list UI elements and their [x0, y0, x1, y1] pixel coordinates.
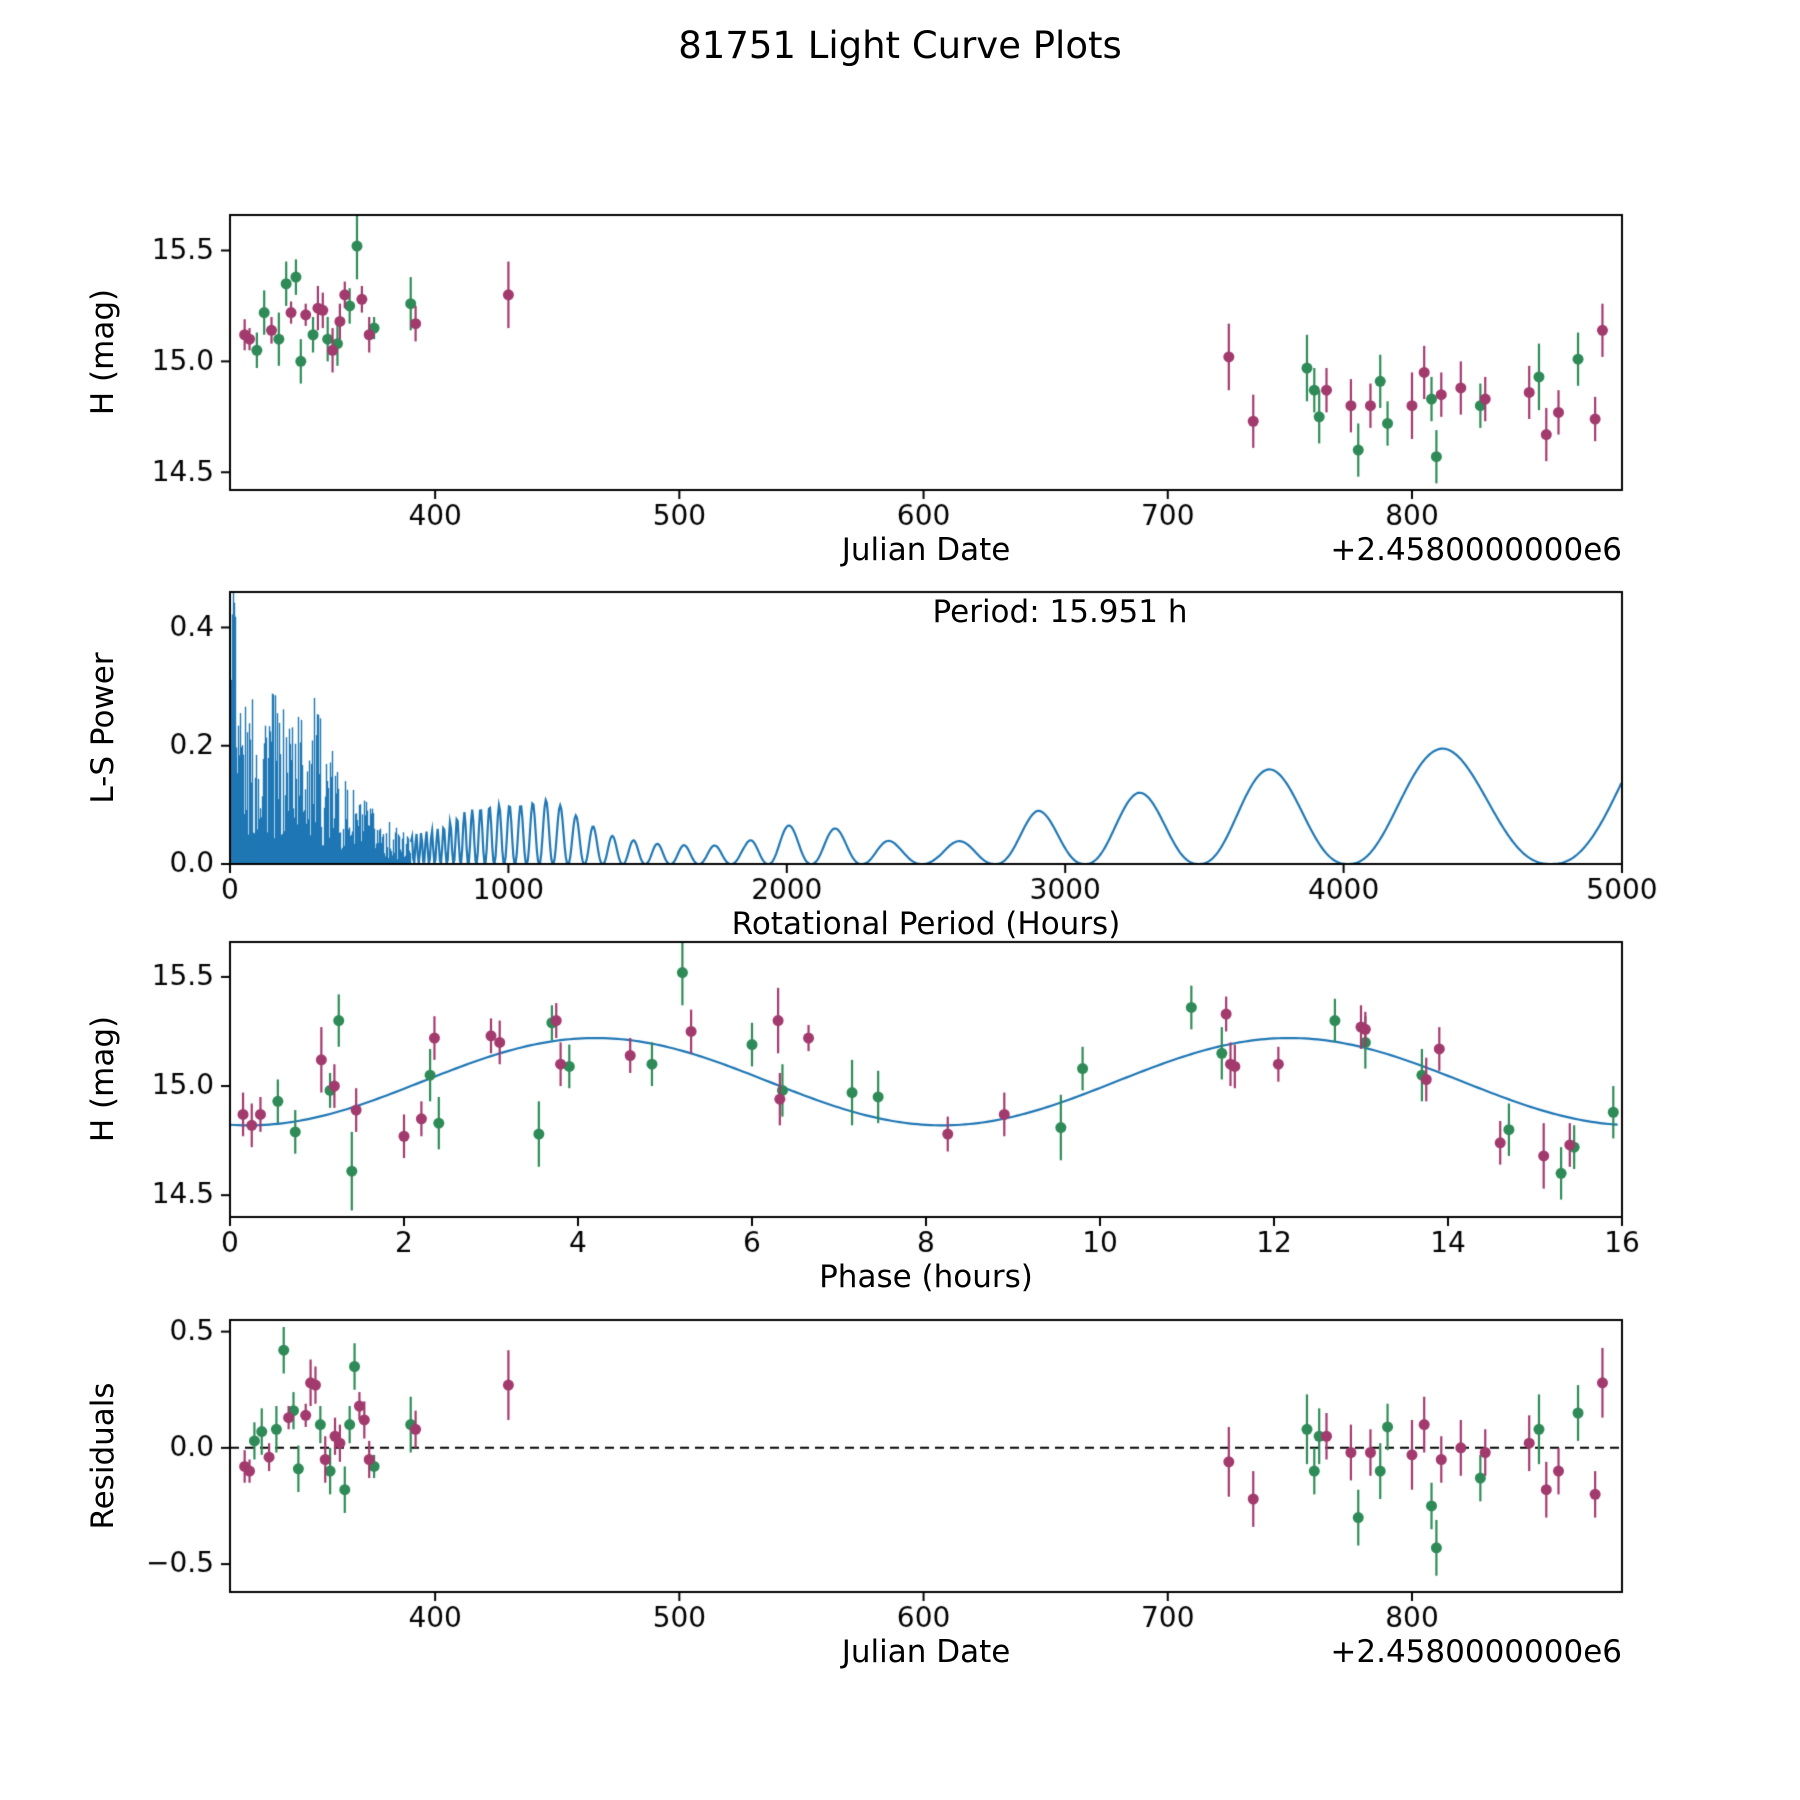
- panel2-ylabel: L-S Power: [85, 652, 121, 804]
- panel3-ylabel: H (mag): [85, 1015, 121, 1143]
- panel4-ylabel: Residuals: [85, 1382, 121, 1530]
- panel1-x-offset-text: +2.4580000000e6: [1330, 532, 1622, 568]
- panel1-xlabel: Julian Date: [841, 532, 1011, 568]
- figure-title: 81751 Light Curve Plots: [678, 24, 1122, 67]
- panel1-ylabel: H (mag): [85, 288, 121, 416]
- panel2-xlabel: Rotational Period (Hours): [731, 906, 1121, 942]
- period-annotation: Period: 15.951 h: [932, 594, 1188, 630]
- panel4-xlabel: Julian Date: [841, 1634, 1011, 1670]
- panel4-x-offset-text: +2.4580000000e6: [1330, 1634, 1622, 1670]
- panel3-xlabel: Phase (hours): [819, 1259, 1033, 1295]
